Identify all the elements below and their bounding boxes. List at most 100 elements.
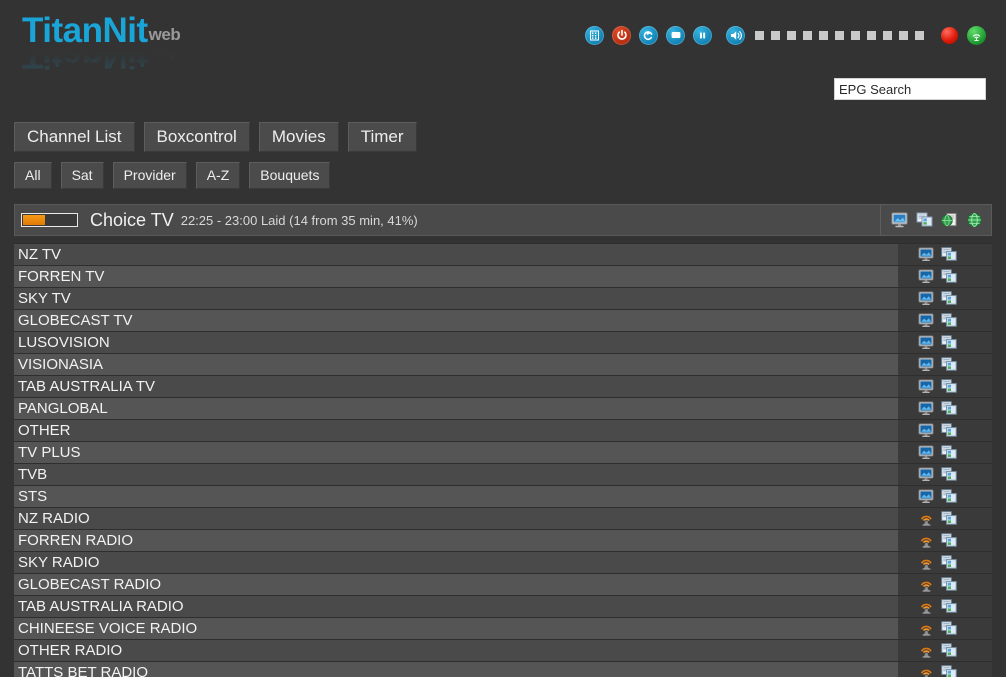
channel-row[interactable]: VISIONASIA: [14, 354, 992, 376]
channel-row[interactable]: OTHER RADIO: [14, 640, 992, 662]
volume-step[interactable]: [899, 30, 908, 40]
channel-row[interactable]: CHINEESE VOICE RADIO: [14, 618, 992, 640]
filter-a-z[interactable]: A-Z: [195, 162, 241, 189]
channel-row[interactable]: GLOBECAST RADIO: [14, 574, 992, 596]
filter-all[interactable]: All: [14, 162, 52, 189]
screen-icon[interactable]: [666, 25, 685, 45]
bouquet-list-icon[interactable]: [941, 401, 958, 416]
channel-row[interactable]: PANGLOBAL: [14, 398, 992, 420]
record-indicator[interactable]: [941, 26, 958, 44]
filter-provider[interactable]: Provider: [112, 162, 187, 189]
channel-row[interactable]: SKY RADIO: [14, 552, 992, 574]
tv-monitor-icon[interactable]: [918, 379, 935, 394]
volume-step[interactable]: [819, 30, 828, 40]
channel-row[interactable]: TAB AUSTRALIA TV: [14, 376, 992, 398]
search-input[interactable]: [834, 78, 986, 100]
volume-step[interactable]: [867, 30, 876, 40]
filter-sat[interactable]: Sat: [60, 162, 104, 189]
refresh-icon[interactable]: [639, 25, 658, 45]
channel-row[interactable]: STS: [14, 486, 992, 508]
bouquet-list-icon[interactable]: [941, 445, 958, 460]
volume-step[interactable]: [835, 30, 844, 40]
channel-row[interactable]: TV PLUS: [14, 442, 992, 464]
tv-monitor-icon[interactable]: [918, 423, 935, 438]
radio-tower-icon[interactable]: [918, 665, 935, 677]
tv-monitor-icon[interactable]: [918, 401, 935, 416]
tv-monitor-icon[interactable]: [918, 335, 935, 350]
volume-step[interactable]: [851, 30, 860, 40]
channel-row[interactable]: FORREN RADIO: [14, 530, 992, 552]
bouquet-list-icon[interactable]: [941, 577, 958, 592]
tab-channel-list[interactable]: Channel List: [14, 122, 135, 152]
channel-row[interactable]: OTHER: [14, 420, 992, 442]
bouquet-list-icon[interactable]: [941, 379, 958, 394]
bouquet-list-icon[interactable]: [941, 357, 958, 372]
volume-level-bar[interactable]: [755, 30, 931, 40]
volume-step[interactable]: [883, 30, 892, 40]
bouquet-list-icon[interactable]: [941, 467, 958, 482]
bouquet-list-icon[interactable]: [941, 533, 958, 548]
channel-row[interactable]: LUSOVISION: [14, 332, 992, 354]
channel-row[interactable]: TAB AUSTRALIA RADIO: [14, 596, 992, 618]
bouquet-list-icon[interactable]: [941, 599, 958, 614]
bouquet-list-icon[interactable]: [941, 291, 958, 306]
radio-tower-icon[interactable]: [918, 577, 935, 592]
logo-reflection: TitanNitweb: [22, 50, 322, 70]
tv-monitor-icon[interactable]: [918, 313, 935, 328]
tv-monitor-icon[interactable]: [918, 357, 935, 372]
keypad-icon[interactable]: [585, 25, 604, 45]
cascade-windows-icon[interactable]: [916, 212, 934, 228]
channel-row-actions: [908, 596, 992, 617]
channel-row-actions: [908, 618, 992, 639]
channel-row[interactable]: TATTS BET RADIO: [14, 662, 992, 677]
volume-step[interactable]: [915, 30, 924, 40]
bouquet-list-icon[interactable]: [941, 511, 958, 526]
tab-boxcontrol[interactable]: Boxcontrol: [143, 122, 250, 152]
radio-tower-icon[interactable]: [918, 621, 935, 636]
tv-monitor-icon[interactable]: [918, 291, 935, 306]
volume-step[interactable]: [787, 30, 796, 40]
bouquet-list-icon[interactable]: [941, 621, 958, 636]
row-divider: [898, 398, 908, 419]
globe-icon[interactable]: [966, 212, 983, 228]
channel-row[interactable]: NZ RADIO: [14, 508, 992, 530]
bouquet-list-icon[interactable]: [941, 247, 958, 262]
radio-tower-icon[interactable]: [918, 555, 935, 570]
bouquet-list-icon[interactable]: [941, 555, 958, 570]
bouquet-list-icon[interactable]: [941, 489, 958, 504]
logo-text: TitanNitweb: [22, 12, 322, 54]
tv-monitor-icon[interactable]: [918, 467, 935, 482]
volume-icon[interactable]: [726, 25, 745, 45]
tab-timer[interactable]: Timer: [347, 122, 417, 152]
tab-movies[interactable]: Movies: [258, 122, 339, 152]
tv-monitor-icon[interactable]: [918, 445, 935, 460]
globe-page-icon[interactable]: [941, 212, 959, 228]
channel-row[interactable]: FORREN TV: [14, 266, 992, 288]
radio-tower-icon[interactable]: [918, 599, 935, 614]
tv-monitor-icon[interactable]: [918, 269, 935, 284]
tv-monitor-icon[interactable]: [918, 247, 935, 262]
channel-row[interactable]: GLOBECAST TV: [14, 310, 992, 332]
bouquet-list-icon[interactable]: [941, 269, 958, 284]
stream-screen-icon[interactable]: [891, 212, 909, 228]
volume-step[interactable]: [803, 30, 812, 40]
satellite-signal-icon[interactable]: [967, 25, 986, 45]
volume-step[interactable]: [755, 30, 764, 40]
pause-icon[interactable]: [693, 25, 712, 45]
volume-step[interactable]: [771, 30, 780, 40]
bouquet-list-icon[interactable]: [941, 335, 958, 350]
tv-monitor-icon[interactable]: [918, 489, 935, 504]
bouquet-list-icon[interactable]: [941, 643, 958, 658]
radio-tower-icon[interactable]: [918, 511, 935, 526]
channel-row[interactable]: NZ TV: [14, 244, 992, 266]
radio-tower-icon[interactable]: [918, 643, 935, 658]
radio-tower-icon[interactable]: [918, 533, 935, 548]
power-icon[interactable]: [612, 25, 631, 45]
filter-bouquets[interactable]: Bouquets: [249, 162, 331, 189]
bouquet-list-icon[interactable]: [941, 665, 958, 677]
channel-row[interactable]: SKY TV: [14, 288, 992, 310]
channel-row-actions: [908, 508, 992, 529]
bouquet-list-icon[interactable]: [941, 423, 958, 438]
bouquet-list-icon[interactable]: [941, 313, 958, 328]
channel-row[interactable]: TVB: [14, 464, 992, 486]
